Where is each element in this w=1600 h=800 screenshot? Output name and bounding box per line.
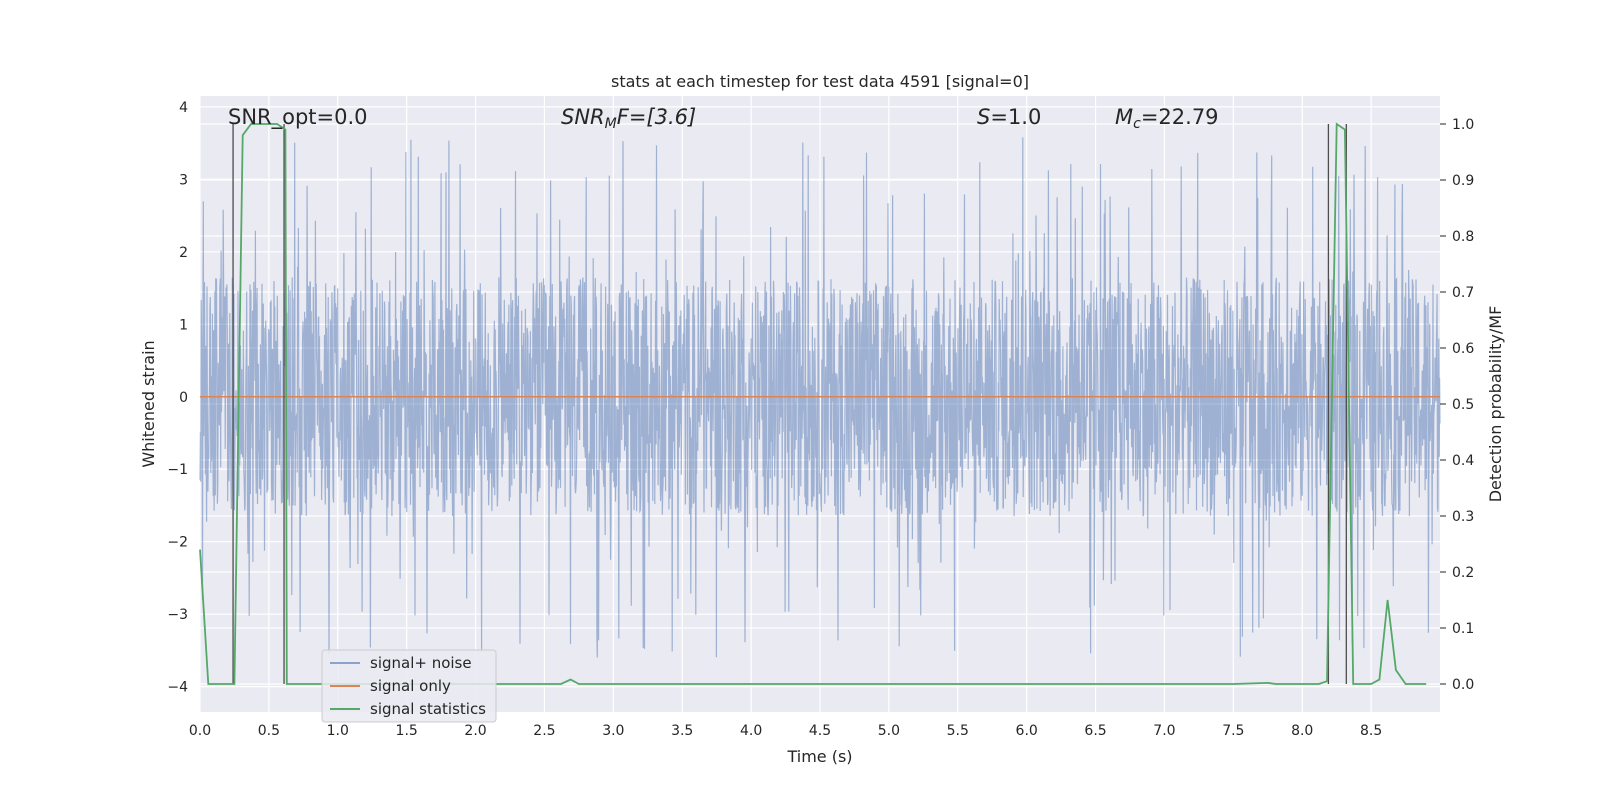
y-tick-label: −3 — [167, 607, 188, 623]
grid — [199, 96, 1440, 712]
annotation-snr-mf: SNRMF=[3.6] — [561, 105, 696, 132]
annotation-mc-sub: c — [1133, 116, 1141, 132]
y-right-axis-label: Detection probability/MF — [1486, 306, 1505, 503]
annotation-snr-mf-rest: F=[3.6] — [617, 105, 696, 129]
series-signal-noise — [199, 137, 1441, 658]
y-right-tick-label: 0.9 — [1452, 173, 1474, 189]
y-tick-label: −1 — [167, 462, 188, 478]
y-right-tick-label: 0.5 — [1452, 397, 1474, 413]
annotation-s: S=1.0 — [977, 105, 1041, 129]
y-tick-label: −4 — [167, 680, 188, 696]
y-right-tick-label: 0.7 — [1452, 285, 1474, 301]
legend-label-signal-noise: signal+ noise — [370, 654, 472, 672]
y-right-tick-label: 0.8 — [1452, 229, 1474, 245]
y-right-tick-label: 0.1 — [1452, 621, 1474, 637]
y-right-tick-label: 0.4 — [1452, 453, 1474, 469]
annotation-s-main: S — [977, 105, 990, 129]
annotation-mc-rest: =22.79 — [1141, 105, 1219, 129]
y-right-tick-label: 0.0 — [1452, 677, 1474, 693]
annotation-snr-mf-main: SNR — [561, 105, 605, 129]
y-tick-label: 3 — [179, 172, 188, 188]
annotation-snr-opt: SNR_opt=0.0 — [228, 105, 368, 130]
x-tick-label: 6.5 — [1084, 723, 1106, 739]
legend: signal+ noise signal only signal statist… — [321, 649, 497, 723]
chart-title: stats at each timestep for test data 459… — [611, 72, 1029, 91]
y-tick-label: 0 — [179, 390, 188, 406]
x-axis-label: Time (s) — [786, 747, 852, 766]
signal-noise-line — [199, 137, 1441, 658]
x-tick-label: 4.0 — [740, 723, 762, 739]
x-tick-label: 5.0 — [878, 723, 900, 739]
y-tick-label: 4 — [179, 100, 188, 116]
x-tick-label: 3.5 — [671, 723, 693, 739]
legend-label-signal-only: signal only — [370, 677, 451, 695]
y-tick-label: 1 — [179, 317, 188, 333]
x-tick-label: 4.5 — [809, 723, 831, 739]
annotation-s-rest: =1.0 — [990, 105, 1041, 129]
x-tick-label: 3.0 — [602, 723, 624, 739]
signal-statistics-line — [199, 122, 1427, 685]
y-right-tick-label: 0.6 — [1452, 341, 1474, 357]
y-tick-label: 2 — [179, 245, 188, 261]
y-tick-label: −2 — [167, 535, 188, 551]
y-right-tick-label: 0.2 — [1452, 565, 1474, 581]
y-right-tick-label: 1.0 — [1452, 117, 1474, 133]
annotation-mc: Mc=22.79 — [1115, 105, 1219, 132]
annotation-snr-mf-sub: M — [605, 116, 617, 132]
x-tick-label: 1.5 — [396, 723, 418, 739]
x-tick-label: 7.5 — [1222, 723, 1244, 739]
annotation-mc-main: M — [1115, 105, 1133, 129]
x-tick-label: 2.5 — [533, 723, 555, 739]
x-tick-label: 5.5 — [947, 723, 969, 739]
x-tick-label: 8.5 — [1360, 723, 1382, 739]
x-tick-label: 7.0 — [1153, 723, 1175, 739]
x-tick-label: 1.0 — [327, 723, 349, 739]
axis-ticks: 0.0 0.5 1.0 1.5 2.0 2.5 3.0 3.5 4.0 4.5 5.0 5.5 6.0 6… — [167, 100, 1474, 739]
legend-label-signal-statistics: signal statistics — [370, 700, 486, 718]
legend-box — [321, 649, 497, 723]
y-right-tick-label: 0.3 — [1452, 509, 1474, 525]
x-tick-label: 0.0 — [189, 723, 211, 739]
x-tick-label: 6.0 — [1016, 723, 1038, 739]
x-tick-label: 2.0 — [464, 723, 486, 739]
y-axis-label: Whitened strain — [139, 340, 158, 467]
x-tick-label: 8.0 — [1291, 723, 1313, 739]
series-signal-statistics — [199, 122, 1427, 685]
x-tick-label: 0.5 — [258, 723, 280, 739]
